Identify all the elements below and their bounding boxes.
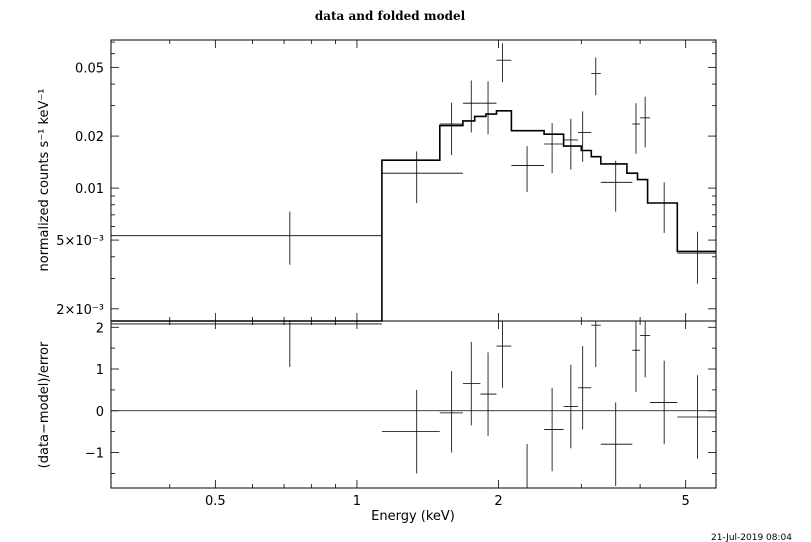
x-tick-label: 5	[682, 494, 690, 509]
chart-title: data and folded model	[315, 9, 466, 23]
y-tick-label: −1	[85, 447, 104, 462]
lower-y-ticks: 2 1 0 −1	[85, 321, 716, 474]
x-axis-label: Energy (keV)	[371, 509, 455, 524]
residual-points	[111, 321, 716, 489]
y-tick-label: 0.05	[75, 61, 104, 76]
timestamp: 21-Jul-2019 08:04	[711, 533, 792, 542]
upper-x-ticks	[110, 40, 687, 321]
y-tick-label: 1	[96, 363, 104, 378]
y-tick-label: 5×10⁻³	[56, 234, 104, 249]
upper-panel: 2×10⁻³ 5×10⁻³ 0.01 0.02 0.05 normalized coun…	[37, 39, 717, 322]
upper-panel-frame	[110, 39, 717, 322]
lower-y-axis-label: (data−model)/error	[37, 341, 52, 468]
x-tick-labels: 0.5 1 2 5	[205, 494, 690, 509]
y-tick-label: 2×10⁻³	[56, 303, 104, 318]
model-histogram-line	[111, 110, 716, 322]
y-tick-label: 0	[96, 405, 104, 420]
y-tick-label: 0.01	[75, 182, 104, 197]
data-points	[111, 43, 716, 284]
upper-y-axis-label: normalized counts s⁻¹ keV⁻¹	[37, 89, 52, 272]
x-tick-label: 1	[353, 494, 361, 509]
folded-model	[111, 110, 716, 322]
lower-x-ticks	[110, 321, 687, 488]
lower-panel-frame	[110, 320, 717, 489]
y-tick-label: 2	[96, 321, 104, 336]
upper-y-ticks: 2×10⁻³ 5×10⁻³ 0.01 0.02 0.05	[56, 41, 716, 318]
x-tick-label: 2	[494, 494, 502, 509]
y-tick-label: 0.02	[75, 130, 104, 145]
x-tick-label: 0.5	[205, 494, 226, 509]
lower-panel: 2 1 0 −1 (data−model)/error	[37, 320, 717, 489]
